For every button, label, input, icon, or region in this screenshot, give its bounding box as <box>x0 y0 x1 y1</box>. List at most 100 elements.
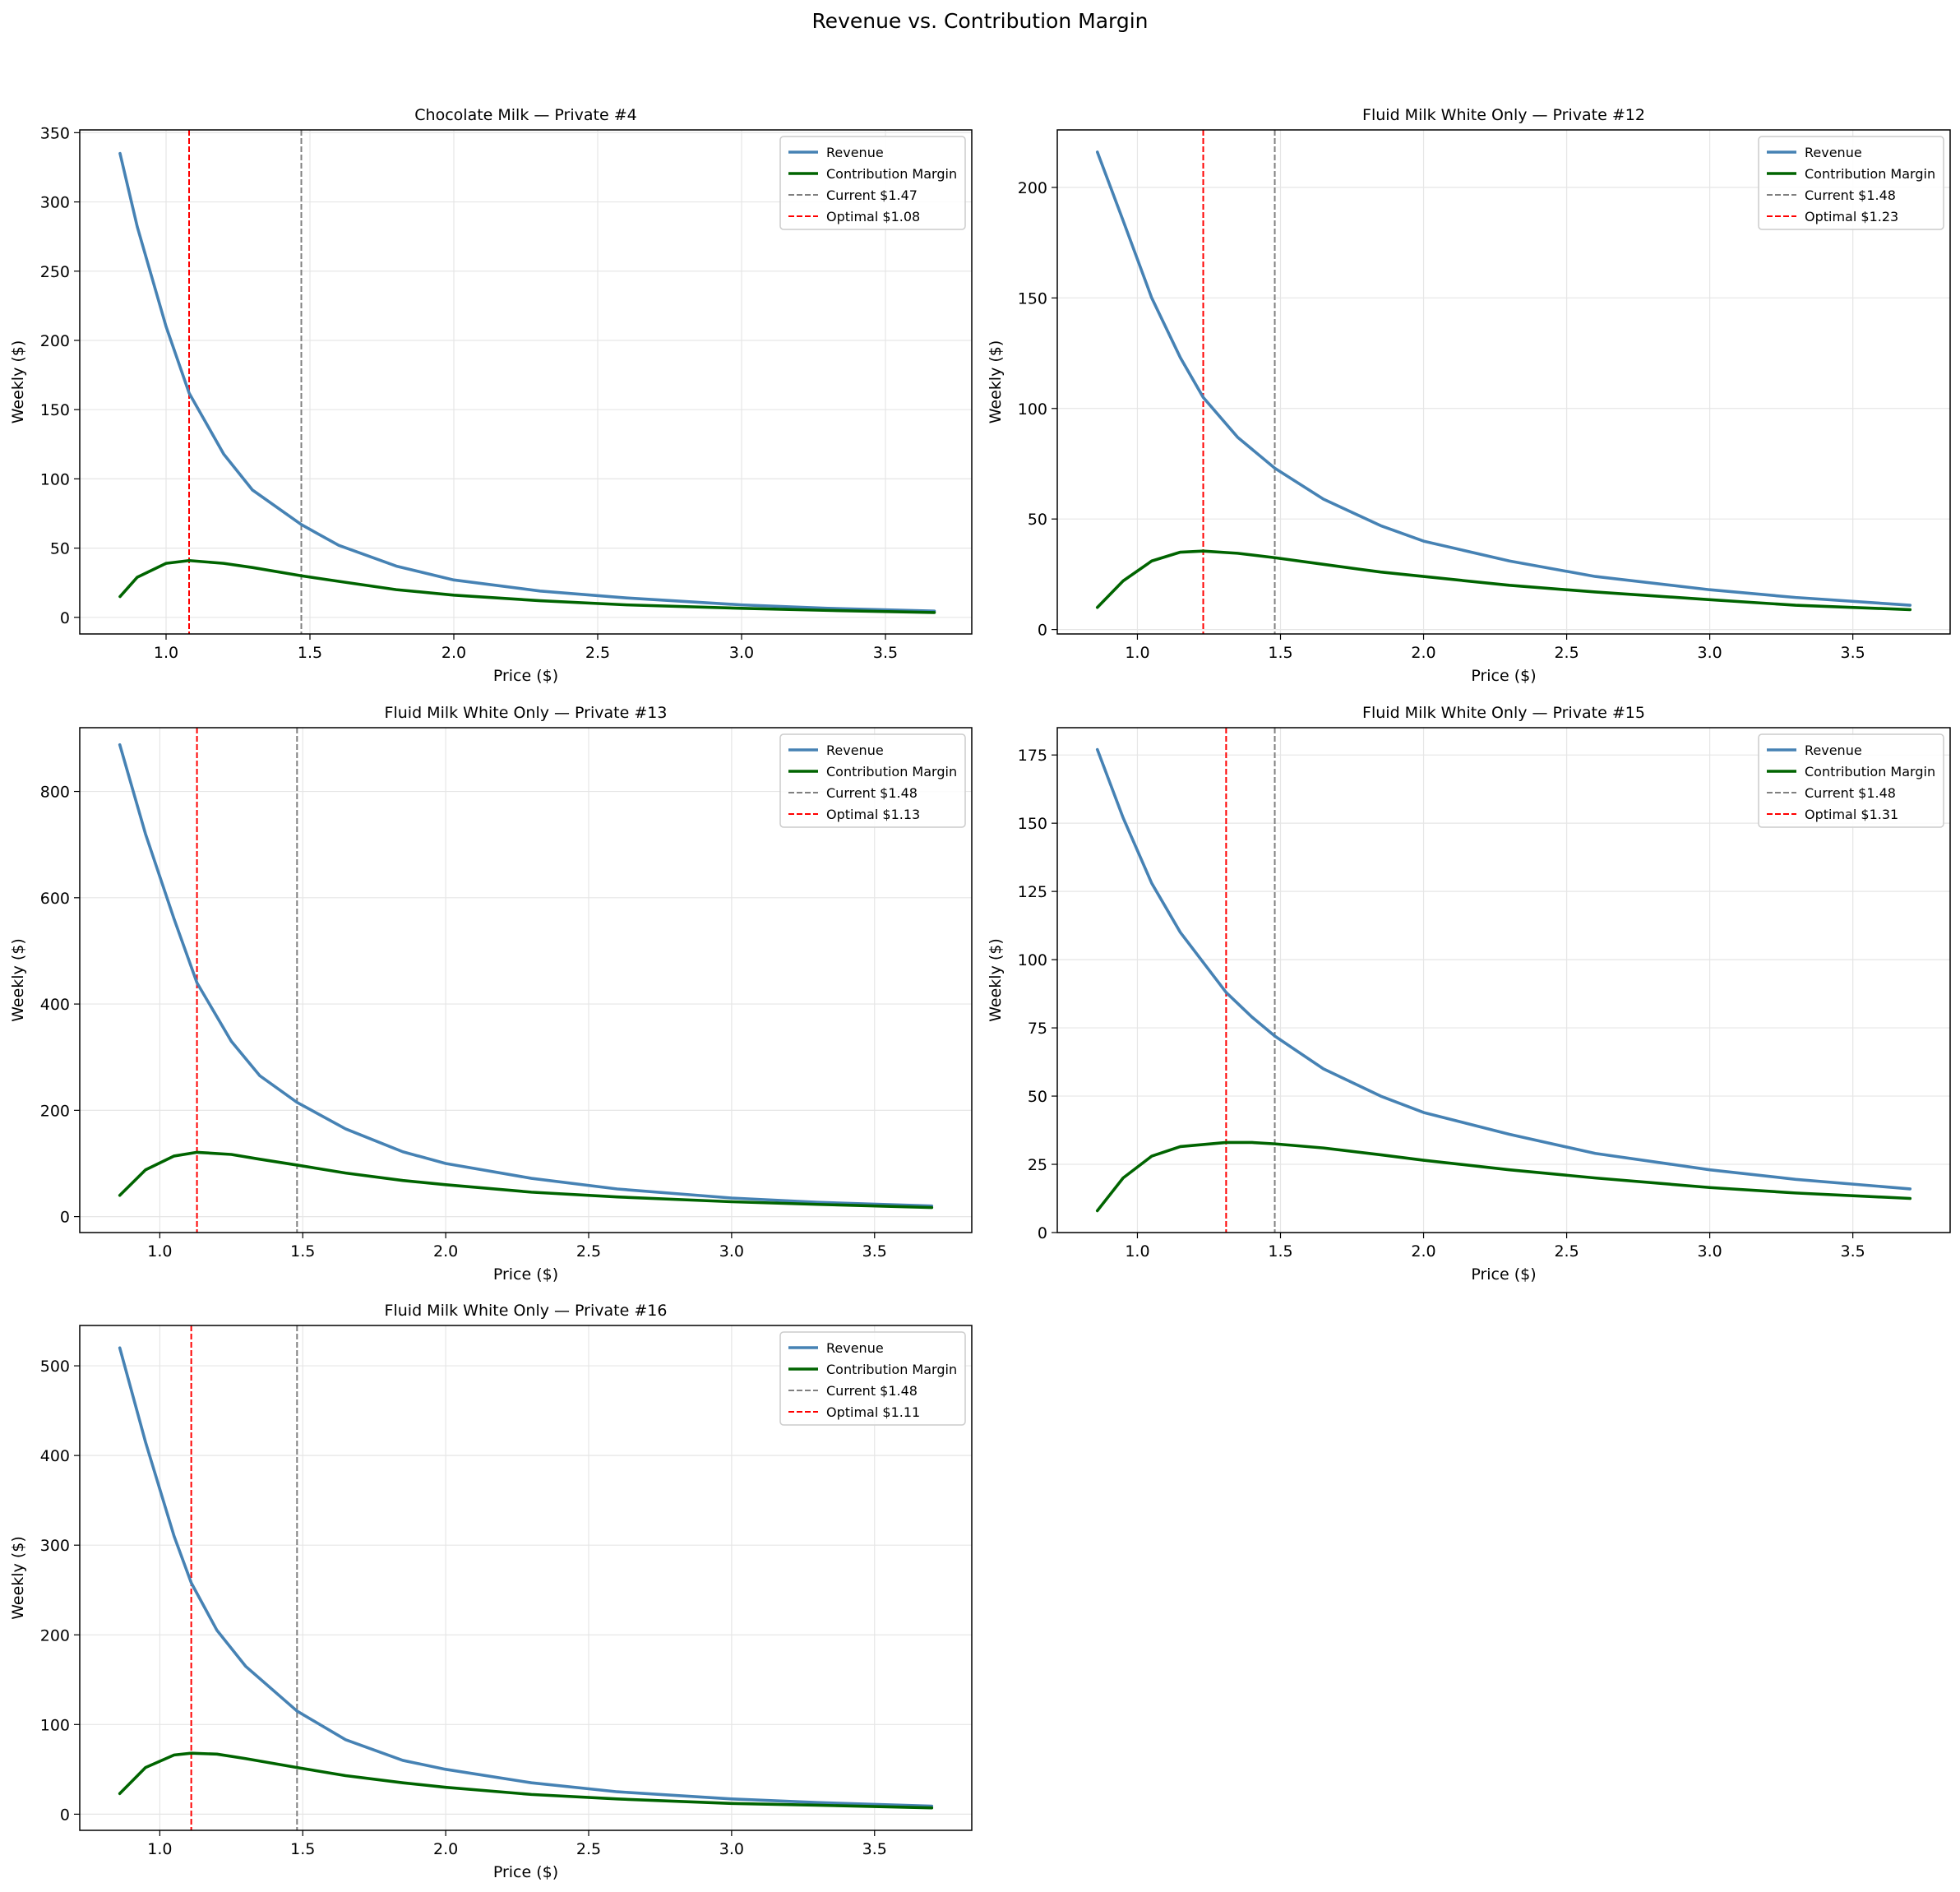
legend-box <box>779 136 966 230</box>
x-tick-label: 3.0 <box>719 1242 744 1261</box>
subplot-2: 1.0 1.5 2.0 2.5 3.0 3.5 0 50 100 150 200 Fluid Milk… <box>987 106 1951 685</box>
contribution-margin-line <box>118 1751 934 1810</box>
plot-frame <box>79 727 973 1233</box>
y-tick-label: 150 <box>1018 815 1047 833</box>
legend-current-price-label: Current $1.47 <box>826 187 918 203</box>
y-axis-label: Weekly ($) <box>9 1536 27 1620</box>
y-axis-label: Weekly ($) <box>987 340 1005 424</box>
legend-optimal-price-label: Optimal $1.31 <box>1805 807 1898 822</box>
x-tick-label: 3.0 <box>719 1840 744 1858</box>
revenue-line <box>118 151 936 613</box>
x-tick-label: 1.5 <box>1268 644 1292 662</box>
y-tick-label: 125 <box>1018 883 1047 901</box>
x-tick-label: 3.5 <box>862 1840 887 1858</box>
legend: Revenue Contribution Margin Current $1.48 O… <box>779 1331 966 1426</box>
x-tick-label: 1.5 <box>290 1242 315 1261</box>
x-tick-label: 3.5 <box>1841 644 1865 662</box>
x-tick-label: 1.0 <box>147 1242 172 1261</box>
legend: Revenue Contribution Margin Current $1.48 O… <box>1758 733 1944 828</box>
plot-frame <box>1056 727 1951 1233</box>
x-tick-label: 2.0 <box>433 1840 458 1858</box>
y-tick-label: 800 <box>40 784 70 802</box>
y-tick-label: 0 <box>60 1806 70 1824</box>
legend-current-price-label: Current $1.48 <box>826 1383 918 1399</box>
x-tick-label: 2.0 <box>1411 644 1435 662</box>
x-tick-label: 1.5 <box>1268 1242 1292 1261</box>
y-tick-label: 400 <box>40 1447 70 1465</box>
legend-optimal-price-label: Optimal $1.08 <box>826 209 920 224</box>
revenue-line <box>118 1346 934 1808</box>
y-tick-label: 0 <box>60 609 70 627</box>
y-tick-label: 400 <box>40 996 70 1014</box>
subplot-title: Fluid Milk White Only — Private #16 <box>385 1302 668 1320</box>
y-tick-label: 200 <box>40 1626 70 1645</box>
plot-frame <box>1056 129 1951 635</box>
charts-container: 1.0 1.5 2.0 2.5 3.0 3.5050100150200250300350C… <box>9 106 1951 1881</box>
contribution-margin-line <box>118 558 936 614</box>
legend-optimal-price-label: Optimal $1.11 <box>826 1404 920 1420</box>
legend-revenue-label: Revenue <box>826 145 884 160</box>
y-tick-label: 50 <box>50 540 70 558</box>
y-tick-label: 200 <box>1018 179 1047 197</box>
y-tick-label: 150 <box>1018 289 1047 308</box>
x-tick-label: 3.0 <box>729 644 754 662</box>
subplot-1: 1.0 1.5 2.0 2.5 3.0 3.5 0 50 100 150 200 250 300 350 C… <box>9 106 973 685</box>
subplot-title: Fluid Milk White Only — Private #15 <box>1362 704 1645 722</box>
revenue-line <box>1095 747 1912 1191</box>
y-tick-label: 25 <box>1028 1156 1047 1174</box>
x-tick-label: 1.0 <box>1125 644 1149 662</box>
legend-box <box>779 1331 966 1426</box>
y-tick-label: 150 <box>40 401 70 419</box>
x-axis-label: Price ($) <box>1471 667 1536 685</box>
x-tick-label: 2.5 <box>1554 1242 1579 1261</box>
y-tick-label: 500 <box>40 1358 70 1376</box>
y-tick-label: 50 <box>1028 1088 1047 1106</box>
y-axis-label: Weekly ($) <box>9 340 27 424</box>
x-tick-label: 2.0 <box>441 644 466 662</box>
x-tick-label: 1.5 <box>290 1840 315 1858</box>
legend-optimal-price-label: Optimal $1.23 <box>1805 209 1898 224</box>
contribution-margin-line <box>118 1150 934 1210</box>
legend-revenue-label: Revenue <box>1805 145 1862 160</box>
subplot-5: 1.0 1.5 2.0 2.5 3.0 3.5 0 100 200 300 400 500 Fluid … <box>9 1302 973 1881</box>
legend-optimal-price-label: Optimal $1.13 <box>826 807 920 822</box>
x-axis-label: Price ($) <box>493 1863 558 1881</box>
legend-revenue-label: Revenue <box>1805 742 1862 758</box>
legend-current-price-label: Current $1.48 <box>826 785 918 801</box>
x-tick-label: 2.0 <box>433 1242 458 1261</box>
figure-title: Revenue vs. Contribution Margin <box>811 9 1148 33</box>
x-tick-label: 3.0 <box>1698 644 1722 662</box>
x-axis-label: Price ($) <box>493 667 558 685</box>
y-tick-label: 0 <box>1038 622 1047 640</box>
plot-frame <box>79 1325 973 1831</box>
y-tick-label: 100 <box>40 470 70 488</box>
legend-contribution-margin-label: Contribution Margin <box>826 764 957 779</box>
legend-contribution-margin-label: Contribution Margin <box>826 1362 957 1377</box>
subplot-title: Fluid Milk White Only — Private #12 <box>1362 106 1645 124</box>
x-tick-label: 1.0 <box>147 1840 172 1858</box>
y-tick-label: 600 <box>40 890 70 908</box>
legend-contribution-margin-label: Contribution Margin <box>826 166 957 182</box>
x-tick-label: 2.5 <box>585 644 610 662</box>
y-tick-label: 175 <box>1018 747 1047 765</box>
y-tick-label: 300 <box>40 1537 70 1555</box>
y-tick-label: 300 <box>40 194 70 212</box>
x-tick-label: 2.5 <box>576 1242 601 1261</box>
subplot-4: 1.0 1.5 2.0 2.5 3.0 3.5 0 25 50 75 100 125 150 175 Flu… <box>987 704 1951 1284</box>
legend-revenue-label: Revenue <box>826 742 884 758</box>
legend-box <box>779 733 966 828</box>
legend-box <box>1758 136 1944 230</box>
x-tick-label: 3.5 <box>873 644 898 662</box>
y-tick-label: 75 <box>1028 1020 1047 1038</box>
y-tick-label: 350 <box>40 124 70 142</box>
x-tick-label: 2.5 <box>576 1840 601 1858</box>
y-axis-label: Weekly ($) <box>9 938 27 1022</box>
legend: Revenue Contribution Margin Current $1.48 O… <box>779 733 966 828</box>
legend-contribution-margin-label: Contribution Margin <box>1805 764 1935 779</box>
revenue-line <box>1095 150 1912 607</box>
legend-current-price-label: Current $1.48 <box>1805 785 1896 801</box>
x-tick-label: 1.5 <box>298 644 322 662</box>
y-axis-label: Weekly ($) <box>987 938 1005 1022</box>
subplot-3: 1.0 1.5 2.0 2.5 3.0 3.5 0 200 400 600 800 Fluid Mil… <box>9 704 973 1284</box>
